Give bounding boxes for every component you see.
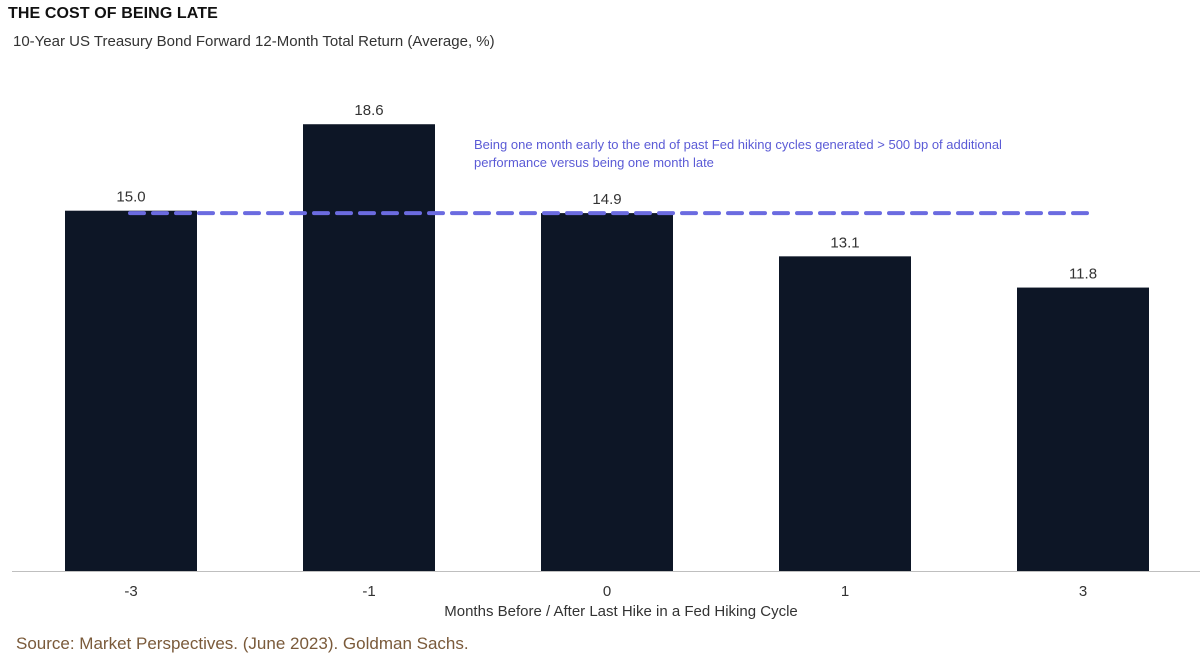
x-axis-title: Months Before / After Last Hike in a Fed… <box>444 603 798 620</box>
bar--3 <box>65 210 197 571</box>
bar-0 <box>541 213 673 572</box>
bar-1 <box>779 256 911 571</box>
chart-title: THE COST OF BEING LATE <box>8 5 218 22</box>
bar-value-label: 18.6 <box>354 102 383 119</box>
bars-layer <box>65 124 1149 572</box>
x-tick-label: 1 <box>841 583 849 600</box>
x-tick-labels-layer: -3 -1 0 1 3 <box>124 583 1087 600</box>
chart-subtitle: 10-Year US Treasury Bond Forward 12-Mont… <box>13 33 495 50</box>
source-note: Source: Market Perspectives. (June 2023)… <box>16 634 469 653</box>
bar-value-label: 11.8 <box>1069 266 1097 283</box>
bar-3 <box>1017 287 1149 571</box>
value-labels-layer: 15.0 18.6 14.9 13.1 11.8 <box>116 102 1097 282</box>
annotation-line-1: Being one month early to the end of past… <box>474 137 1002 152</box>
x-tick-label: -3 <box>124 583 137 600</box>
bar-value-label: 14.9 <box>592 191 621 208</box>
bar--1 <box>303 124 435 571</box>
x-tick-label: -1 <box>362 583 375 600</box>
x-tick-label: 3 <box>1079 583 1087 600</box>
bar-value-label: 15.0 <box>116 189 145 206</box>
annotation-line-2: performance versus being one month late <box>474 155 714 170</box>
bar-value-label: 13.1 <box>830 234 859 251</box>
x-tick-label: 0 <box>603 583 611 600</box>
